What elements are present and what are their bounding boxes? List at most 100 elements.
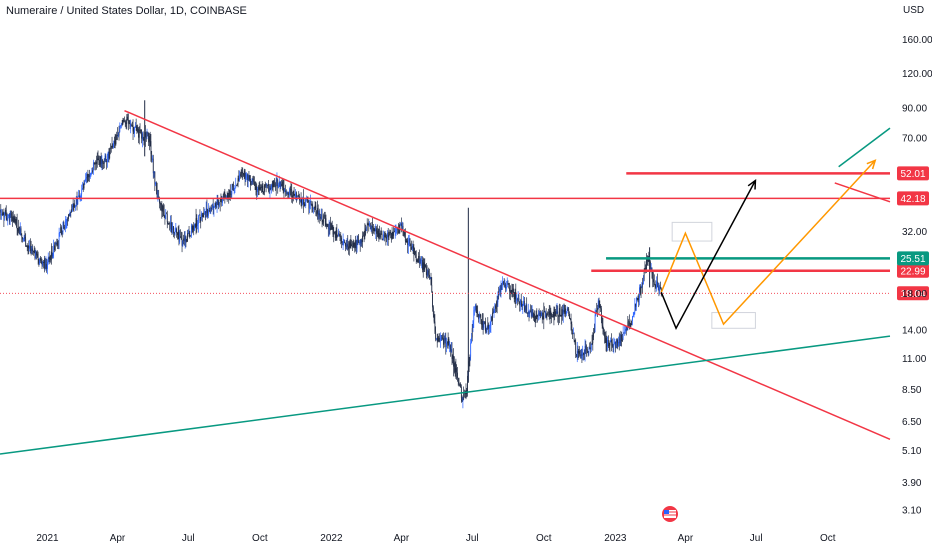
candle-body — [304, 204, 306, 206]
candle-body — [72, 205, 74, 207]
projection-zone — [711, 312, 756, 329]
candle-body — [67, 218, 69, 221]
candle-body — [504, 284, 506, 286]
candle-body — [112, 145, 114, 148]
candle-body — [321, 214, 323, 222]
candle-body — [359, 241, 361, 244]
candle-body — [411, 246, 412, 250]
candle-body — [387, 233, 389, 238]
projection-path — [660, 159, 876, 326]
candle-body — [554, 309, 556, 317]
candle-body — [281, 183, 283, 187]
candle-body — [562, 309, 563, 316]
candle-body — [390, 231, 391, 234]
candle-body — [59, 232, 61, 233]
candle-body — [580, 355, 582, 357]
candle-body — [383, 234, 385, 236]
y-tick-label: 160.00 — [902, 35, 932, 46]
candle-body — [324, 216, 326, 219]
x-axis[interactable]: 2021 Apr Jul Oct 2022 Apr Jul Oct 2023 Apr Jul Oct — [36, 533, 835, 544]
candle-body — [172, 226, 174, 230]
candle-body — [145, 132, 146, 138]
candle-body — [312, 206, 314, 209]
candle-body — [503, 284, 505, 286]
candle-body — [588, 348, 590, 354]
candle-body — [491, 317, 493, 321]
candle-body — [19, 228, 21, 235]
candle-body — [300, 199, 302, 204]
candle-body — [266, 185, 268, 186]
candle-body — [194, 224, 196, 227]
candle-body — [387, 233, 388, 238]
candle-body — [207, 212, 209, 216]
candle-body — [41, 261, 43, 266]
candle-body — [586, 349, 588, 352]
candle-body — [337, 234, 339, 236]
candle-body — [391, 231, 393, 239]
candle-body — [531, 309, 533, 317]
candle-body — [369, 223, 371, 229]
candle-body — [95, 161, 97, 164]
candle-body — [356, 240, 358, 249]
candle-body — [69, 211, 71, 217]
candle-body — [2, 213, 4, 215]
candle-body — [548, 312, 549, 314]
candle-body — [569, 318, 571, 320]
y-axis[interactable]: 160.00 120.00 90.00 70.00 32.00 18.00 14.00 11.… — [902, 35, 932, 517]
candle-body — [297, 195, 299, 197]
candle-body — [247, 179, 249, 181]
candle-body — [497, 294, 499, 303]
candle-body — [52, 252, 54, 257]
candle-body — [78, 195, 79, 198]
candle-body — [614, 341, 616, 349]
candle-body — [322, 221, 324, 223]
candle-body — [511, 290, 513, 292]
candle-body — [250, 178, 251, 186]
flag-icon[interactable] — [662, 506, 678, 522]
candle-body — [231, 186, 233, 195]
candle-body — [12, 216, 14, 218]
candle-body — [481, 319, 482, 325]
candle-body — [221, 198, 223, 203]
candle-body — [82, 188, 83, 190]
candle-body — [103, 160, 105, 164]
candle-body — [148, 133, 149, 143]
candle-body — [636, 298, 638, 299]
x-tick-label: 2021 — [36, 533, 59, 544]
candle-body — [307, 201, 309, 203]
candle-body — [349, 242, 351, 248]
candle-body — [619, 338, 621, 344]
candle-body — [83, 182, 85, 189]
candle-body — [452, 356, 454, 359]
candle-body — [204, 211, 206, 213]
candle-body — [607, 339, 608, 347]
candle-body — [166, 213, 167, 215]
candle-body — [274, 183, 276, 186]
candle-body — [488, 325, 490, 329]
candle-body — [310, 200, 312, 205]
candle-body — [650, 268, 652, 270]
candle-body — [372, 226, 374, 228]
candle-body — [50, 255, 51, 261]
candle-body — [523, 301, 525, 308]
candle-body — [565, 308, 566, 315]
candle-body — [61, 227, 62, 235]
candle-body — [478, 316, 480, 320]
candle-body — [138, 130, 140, 138]
candle-body — [152, 158, 154, 174]
candle-body — [166, 213, 168, 223]
candle-body — [338, 232, 339, 236]
candle-body — [380, 233, 382, 235]
x-tick-label: Jul — [750, 533, 763, 544]
candle-body — [89, 174, 90, 178]
candle-body — [268, 184, 270, 191]
candle-body — [110, 147, 112, 149]
candle-body — [472, 320, 474, 329]
candle-body — [500, 285, 502, 292]
candle-body — [292, 195, 293, 199]
candle-body — [0, 210, 2, 216]
candle-body — [370, 227, 372, 229]
candle-body — [519, 303, 521, 306]
candle-body — [600, 308, 602, 321]
